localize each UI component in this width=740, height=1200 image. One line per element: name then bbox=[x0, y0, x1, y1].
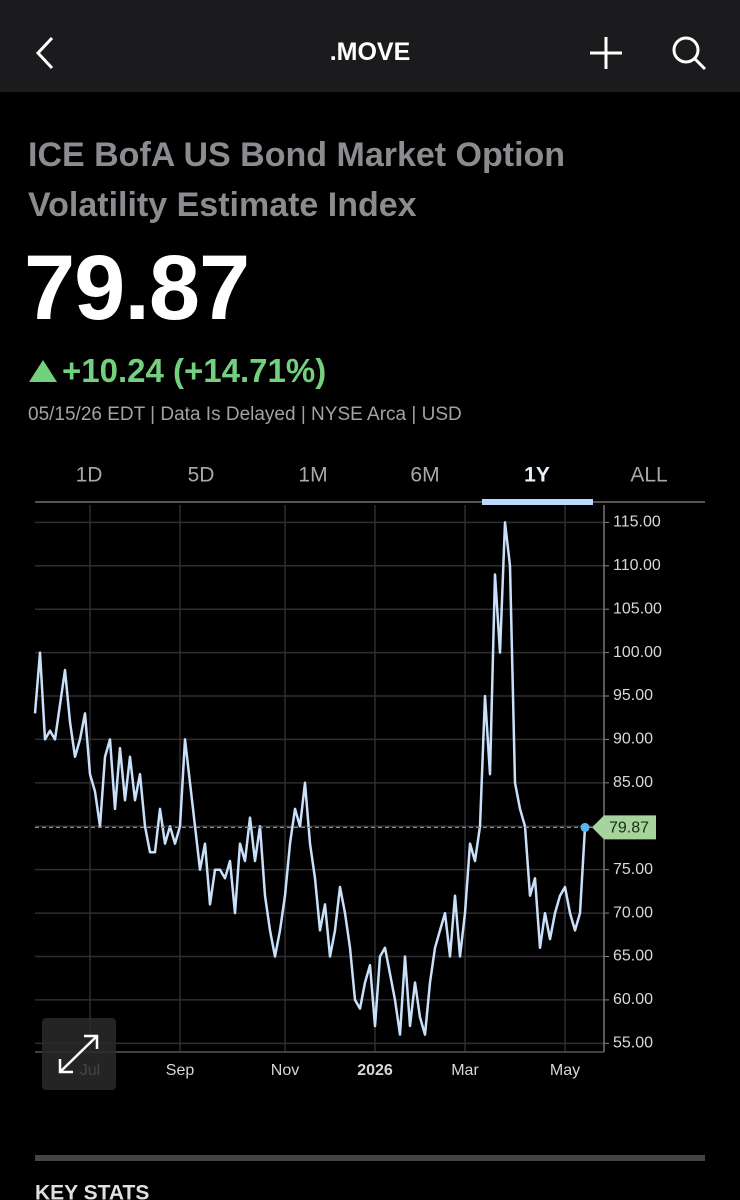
y-tick-label: 55.00 bbox=[613, 1035, 653, 1052]
price: 79.87 bbox=[24, 237, 250, 339]
search-button[interactable] bbox=[672, 36, 707, 71]
top-bar bbox=[0, 0, 740, 92]
range-tab[interactable]: 5D bbox=[188, 464, 215, 487]
range-tab[interactable]: 6M bbox=[410, 464, 439, 487]
y-tick-label: 110.00 bbox=[613, 557, 661, 574]
last-value-badge bbox=[592, 815, 656, 840]
y-tick-label: 95.00 bbox=[613, 687, 653, 704]
section-title: KEY STATS bbox=[35, 1182, 149, 1200]
x-tick-label: Sep bbox=[166, 1062, 195, 1079]
x-tick-label: 2026 bbox=[357, 1062, 393, 1079]
price-change: +10.24 (+14.71%) bbox=[62, 352, 327, 389]
x-tick-label: Mar bbox=[451, 1062, 479, 1079]
header-title: .MOVE bbox=[329, 38, 411, 66]
y-tick-label: 85.00 bbox=[613, 774, 653, 791]
y-tick-label: 100.00 bbox=[613, 644, 662, 661]
range-tab[interactable]: 1Y bbox=[524, 464, 550, 487]
active-tab-indicator bbox=[482, 499, 593, 505]
x-tick-label: Nov bbox=[271, 1062, 299, 1079]
y-tick-label: 105.00 bbox=[613, 600, 662, 617]
range-tab[interactable]: 1D bbox=[76, 464, 103, 487]
range-tab[interactable]: 1M bbox=[298, 464, 327, 487]
back-button[interactable] bbox=[35, 36, 54, 70]
quote-meta: 05/15/26 EDT | Data Is Delayed | NYSE Ar… bbox=[28, 404, 462, 425]
range-tab[interactable]: ALL bbox=[630, 464, 667, 487]
y-tick-label: 60.00 bbox=[613, 991, 653, 1008]
x-tick-label: May bbox=[550, 1062, 580, 1079]
y-tick-label: 70.00 bbox=[613, 904, 653, 921]
last-value-label: 79.87 bbox=[609, 820, 649, 837]
up-arrow-icon bbox=[29, 360, 57, 382]
add-button[interactable] bbox=[590, 37, 622, 69]
expand-icon bbox=[58, 1034, 99, 1074]
expand-button[interactable] bbox=[42, 1018, 116, 1090]
toolbar-icons bbox=[35, 36, 707, 71]
y-tick-label: 115.00 bbox=[613, 514, 661, 531]
index-name: ICE BofA US Bond Market Option Volatilit… bbox=[28, 136, 566, 224]
last-point bbox=[580, 822, 590, 832]
y-tick-label: 75.00 bbox=[613, 861, 653, 878]
y-tick-label: 65.00 bbox=[613, 948, 653, 965]
price-line bbox=[33, 521, 587, 1036]
y-tick-label: 90.00 bbox=[613, 731, 653, 748]
